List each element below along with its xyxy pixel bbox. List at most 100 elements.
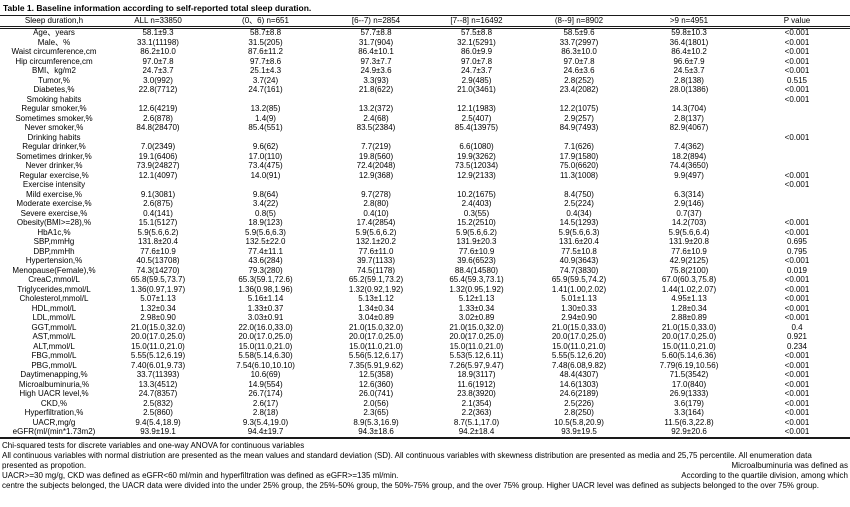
value-cell: 2.5(407) <box>461 114 492 123</box>
value-cell: 24.6±3.6 <box>563 66 595 76</box>
value-cell: 8.7(5.1,17.0) <box>453 418 500 427</box>
value-cell: 5.55(5.12,6.20) <box>551 351 607 361</box>
table-row: Drinking habits <0.001 <box>0 133 850 143</box>
value-cell: 71.5(3542) <box>669 370 709 380</box>
row-label: Daytimenapping,% <box>20 370 88 380</box>
table-row: Microalbuminuria,% 13.3(4512) 14.9(554) 12.… <box>0 380 850 390</box>
value-cell: 1.4(9) <box>255 114 276 123</box>
value-cell: 5.9(5.6,6.3) <box>245 228 286 237</box>
value-cell: 7.48(6.08,9.82) <box>551 361 607 370</box>
value-cell: 1.34±0.34 <box>358 304 394 313</box>
value-cell <box>429 133 524 143</box>
value-cell: 3.3(93) <box>363 76 389 85</box>
value-cell: 3.7(24) <box>252 76 279 85</box>
table-row: SBP,mmHg 131.8±20.4 132.5±22.0 132.1±20.2 13… <box>0 238 850 248</box>
value-cell: 73.9(24827) <box>136 161 180 171</box>
p-value-cell <box>744 114 850 124</box>
value-cell: 2.5(224) <box>564 199 594 209</box>
value-cell: 12.6(360) <box>358 380 394 389</box>
table-row: Menopause(Female),% 74.3(14270) 79.3(280) 7… <box>0 266 850 276</box>
value-cell: 2.98±0.90 <box>140 313 176 323</box>
value-cell: 18.2(894) <box>671 152 707 161</box>
value-cell: 3.03±0.91 <box>247 313 284 323</box>
value-cell: 131.6±20.4 <box>559 237 599 247</box>
value-cell: 10.2(1675) <box>457 190 496 199</box>
row-label: ALT,mmol/L <box>33 342 75 351</box>
footnote-text: Chi-squared tests for discrete variables… <box>2 441 305 450</box>
column-header: (8--9] n=8902 <box>524 15 634 29</box>
value-cell: 26.7(174) <box>248 389 283 399</box>
value-cell: 21.0(15.0,33.0) <box>551 323 607 332</box>
value-cell: 22.8(7712) <box>138 85 178 95</box>
row-label: Age、years <box>33 28 75 38</box>
row-label: HbA1c,% <box>37 228 71 237</box>
table-row: Regular drinker,% 7.0(2349) 9.6(62) 7.7(219… <box>0 143 850 153</box>
value-cell: 15.1(5127) <box>138 218 178 228</box>
value-cell: 11.6(1912) <box>457 380 496 389</box>
value-cell <box>108 181 208 191</box>
value-cell: 97.3±7.7 <box>360 57 392 66</box>
value-cell <box>524 133 634 143</box>
row-label: CreaC,mmol/L <box>28 275 80 285</box>
value-cell: 75.0(6620) <box>559 161 599 171</box>
row-label: PBG,mmol/L <box>31 361 77 370</box>
row-label: Mild exercise,% <box>25 190 82 199</box>
value-cell: 2.88±0.89 <box>671 313 707 323</box>
p-value-cell: <0.001 <box>784 133 810 142</box>
value-cell: 0.4(141) <box>143 209 173 218</box>
table-row: Never smoker,% 84.8(28470) 85.4(551) 83.5(2… <box>0 124 850 134</box>
value-cell <box>323 181 429 191</box>
footnote-text: All continuous variables with normal dis… <box>2 451 812 460</box>
value-cell: 14.2(703) <box>671 218 707 228</box>
value-cell: 24.6(2189) <box>559 389 599 399</box>
p-value-cell <box>744 152 850 162</box>
row-label: High UACR level,% <box>19 389 89 399</box>
table-row: Tumor,% 3.0(992) 3.7(24) 3.3(93) 2.9(485) 2.8… <box>0 76 850 86</box>
value-cell: 17.4(2854) <box>356 218 396 228</box>
value-cell: 2.6(878) <box>143 114 173 123</box>
value-cell: 18.9(123) <box>248 218 283 228</box>
value-cell: 20.0(17.0,25.0) <box>449 332 504 342</box>
column-header: (0、6) n=651 <box>208 15 323 29</box>
row-label: Obesity(BMI>=28),% <box>16 218 92 228</box>
value-cell: 67.0(60.3,75.8) <box>661 275 717 285</box>
value-cell: 5.9(5.6,6.2) <box>456 228 497 237</box>
row-label: CKD,% <box>40 399 68 408</box>
value-cell: 93.9±19.5 <box>561 427 597 437</box>
p-value-cell: <0.001 <box>784 57 810 66</box>
value-cell: 24.9±3.6 <box>360 66 392 76</box>
value-cell: 2.5(832) <box>143 399 173 408</box>
value-cell: 48.4(4307) <box>559 370 599 380</box>
value-cell: 86.4±10.2 <box>671 47 707 57</box>
value-cell: 9.8(64) <box>252 190 279 199</box>
value-cell: 14.3(704) <box>671 104 707 114</box>
value-cell: 85.4(551) <box>248 123 283 133</box>
value-cell: 2.8(138) <box>674 76 704 85</box>
value-cell: 84.8(28470) <box>136 123 180 133</box>
column-header: ALL n=33850 <box>108 15 208 29</box>
p-value-cell: <0.001 <box>784 380 810 389</box>
row-label: Regular smoker,% <box>21 104 87 114</box>
p-value-cell: <0.001 <box>784 218 810 228</box>
value-cell: 2.1(354) <box>461 399 492 408</box>
value-cell: 0.8(5) <box>255 209 276 218</box>
value-cell: 7.79(6.19,10.56) <box>659 361 719 370</box>
row-label: Moderate exercise,% <box>16 199 92 209</box>
table-row: Hyperfiltration,% 2.5(860) 2.8(18) 2.3(65) 2… <box>0 409 850 419</box>
p-value-cell <box>744 143 850 153</box>
table-row: Diabetes,% 22.8(7712) 24.7(161) 21.8(622) 21… <box>0 86 850 96</box>
table-row: Never drinker,% 73.9(24827) 73.4(475) 72.4(… <box>0 162 850 172</box>
value-cell: 11.5(6.3,22.8) <box>664 418 714 427</box>
footnote-line: All continuous variables with normal dis… <box>0 451 850 461</box>
value-cell: 86.3±10.0 <box>561 47 597 57</box>
p-value-cell: <0.001 <box>784 408 810 418</box>
value-cell <box>208 95 323 105</box>
value-cell: 26.0(741) <box>358 389 394 399</box>
value-cell: 83.5(2384) <box>356 123 396 133</box>
row-label: Waist circumference,cm <box>11 47 97 57</box>
value-cell: 2.4(403) <box>461 199 492 209</box>
header-row: Sleep duration,h ALL n=33850 (0、6) n=651 [6… <box>0 15 850 29</box>
row-label: Drinking habits <box>27 133 81 142</box>
row-label: Microalbuminuria,% <box>18 380 90 389</box>
value-cell: 5.9(5.6,6.4) <box>668 228 710 237</box>
